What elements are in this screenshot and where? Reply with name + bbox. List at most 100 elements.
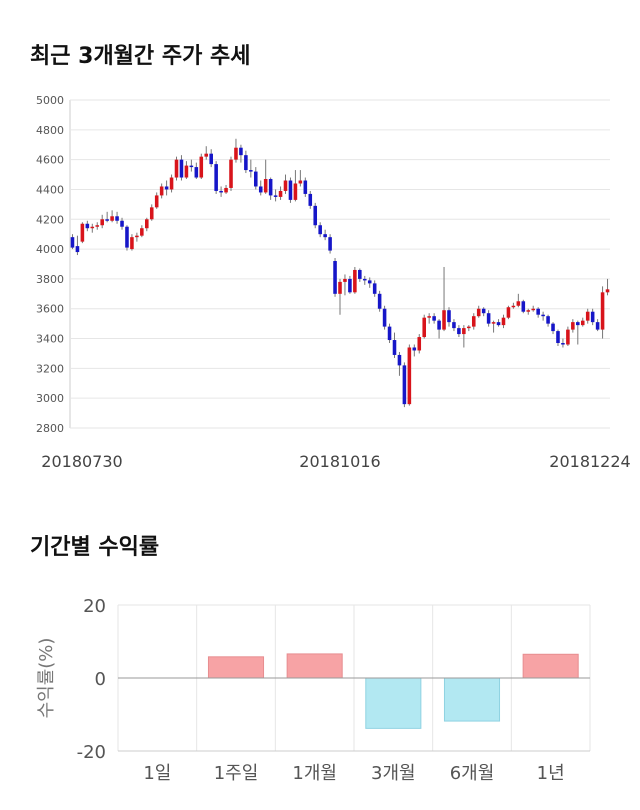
candle-body <box>576 322 580 326</box>
x-tick-label: 6개월 <box>450 763 495 784</box>
y-tick-label: 20 <box>83 596 106 617</box>
candle-body <box>486 313 491 324</box>
candle-body <box>580 320 585 326</box>
candle-body <box>239 147 243 156</box>
candle-body <box>392 340 397 355</box>
candle-body <box>442 310 446 330</box>
candle-body <box>268 179 273 196</box>
candle-body <box>358 269 362 279</box>
return-bar <box>522 653 579 679</box>
candle-body <box>120 220 124 227</box>
return-bar <box>207 656 265 679</box>
candle-body <box>600 292 605 330</box>
candle-body <box>130 237 134 250</box>
x-tick-label: 1개월 <box>292 763 337 784</box>
candle-body <box>372 283 377 294</box>
candle-body <box>199 156 204 178</box>
candle-body <box>595 322 600 330</box>
candle-body <box>521 301 526 312</box>
candle-body <box>258 186 263 193</box>
candle-body <box>476 308 481 317</box>
candle-body <box>100 219 104 226</box>
y-tick-label: 4000 <box>36 243 64 256</box>
candle-body <box>377 293 382 309</box>
candle-body <box>154 195 159 208</box>
candle-body <box>343 278 347 282</box>
candle-body <box>422 317 427 338</box>
candle-body <box>506 307 511 318</box>
candle-body <box>353 269 357 293</box>
candle-body <box>590 311 595 323</box>
candle-body <box>95 225 100 227</box>
candle-body <box>110 216 114 221</box>
y-tick-label: 4400 <box>36 183 64 196</box>
y-tick-label: 5000 <box>36 94 64 107</box>
y-tick-label: 3400 <box>36 333 64 346</box>
candle-body <box>293 183 298 200</box>
candle-body <box>467 326 471 329</box>
date-label: 20181224 <box>549 452 630 471</box>
candle-body <box>362 278 367 281</box>
candle-body <box>159 186 164 196</box>
candle-body <box>169 177 174 190</box>
candle-body <box>219 190 223 193</box>
y-tick-label: 4600 <box>36 154 64 167</box>
y-tick-label: 3000 <box>36 392 64 405</box>
candle-body <box>432 316 436 321</box>
candle-body <box>457 328 461 335</box>
candle-body <box>115 216 119 221</box>
candle-body <box>516 301 521 306</box>
return-bar <box>365 677 422 729</box>
candle-body <box>556 331 560 344</box>
y-tick-label: 3800 <box>36 273 64 286</box>
y-tick-label: 3200 <box>36 362 64 375</box>
candle-body <box>501 317 506 326</box>
candle-body <box>308 193 313 206</box>
candle-body <box>303 180 308 194</box>
candle-body <box>75 246 80 253</box>
date-label: 20181016 <box>299 452 380 471</box>
candle-body <box>149 207 154 220</box>
candle-body <box>328 237 332 251</box>
candle-body <box>338 281 342 294</box>
candle-body <box>70 237 75 248</box>
candle-body <box>189 165 194 168</box>
candle-body <box>382 308 387 327</box>
candle-body <box>263 179 268 193</box>
candle-body <box>541 314 545 317</box>
candle-body <box>481 308 486 314</box>
candle-body <box>561 343 565 345</box>
candle-body <box>447 310 451 323</box>
candle-body <box>204 153 209 157</box>
candle-body <box>135 235 139 238</box>
candle-body <box>224 187 228 193</box>
candle-body <box>546 316 550 324</box>
x-tick-label: 1년 <box>537 763 565 784</box>
candle-body <box>387 326 392 341</box>
candle-body <box>209 153 213 165</box>
candle-body <box>427 316 431 318</box>
candle-body <box>273 195 278 197</box>
candle-body <box>288 180 293 200</box>
candle-body <box>407 347 412 405</box>
candle-body <box>566 329 570 345</box>
candle-body <box>397 354 402 366</box>
candle-body <box>85 223 90 229</box>
candle-body <box>283 180 288 191</box>
candle-body <box>229 159 233 188</box>
y-tick-label: 3600 <box>36 303 64 316</box>
candle-body <box>585 311 590 321</box>
candle-body <box>313 205 318 226</box>
candle-body <box>412 347 417 351</box>
candle-body <box>278 190 283 197</box>
candle-body <box>174 159 179 178</box>
return-bar <box>286 653 343 679</box>
candle-body <box>184 165 189 178</box>
candle-body <box>298 180 303 184</box>
candle-body <box>471 316 476 327</box>
candle-body <box>571 322 575 330</box>
y-tick-label: -20 <box>77 742 106 763</box>
candle-body <box>333 261 337 294</box>
candle-body <box>551 323 555 332</box>
candle-body <box>496 322 501 326</box>
